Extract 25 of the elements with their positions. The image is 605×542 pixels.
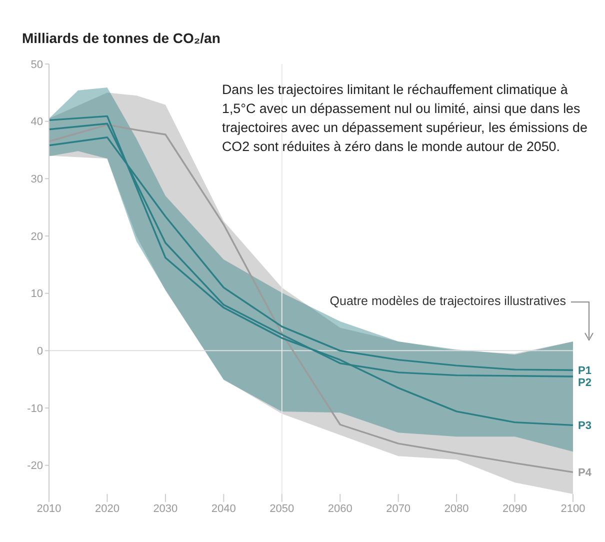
annotation: Quatre modèles de trajectoires illustratives [330, 294, 566, 308]
y-tick-label: -10 [27, 402, 43, 415]
x-tick-label: 2010 [36, 502, 62, 515]
x-tick-label: 2030 [153, 502, 178, 515]
y-tick-label: 20 [30, 230, 43, 243]
series-label: P1 [578, 365, 592, 378]
y-tick-label: 30 [30, 174, 43, 186]
x-tick-label: 2020 [94, 502, 120, 515]
x-tick-label: 2100 [560, 502, 586, 515]
x-tick-label: 2070 [386, 502, 411, 515]
y-tick-label: -20 [27, 460, 43, 472]
y-tick-label: 50 [30, 58, 43, 71]
x-tick-label: 2080 [444, 502, 469, 515]
x-tick-label: 2060 [328, 502, 352, 515]
y-axis-title: Milliards de tonnes de CO₂/an [22, 30, 220, 46]
x-tick-label: 2040 [211, 502, 236, 515]
y-tick-label: 10 [30, 288, 43, 300]
series-label: P2 [578, 377, 592, 390]
y-tick-label: 0 [36, 346, 43, 358]
series-label: P3 [578, 420, 592, 432]
x-tick-label: 2090 [502, 502, 528, 515]
x-tick-label: 2050 [270, 502, 294, 515]
series-label: P4 [578, 467, 592, 480]
y-tick-label: 40 [30, 116, 43, 128]
annotation: Dans les trajectoires limitant le réchauffement climatique à 1,5°C avec un dépassement nul ou limité, ainsi que dans les trajectoires avec un dépassement supérieur, les émissions de CO2 sont réduites à zéro dans le monde autour de 2050. [222, 81, 588, 156]
